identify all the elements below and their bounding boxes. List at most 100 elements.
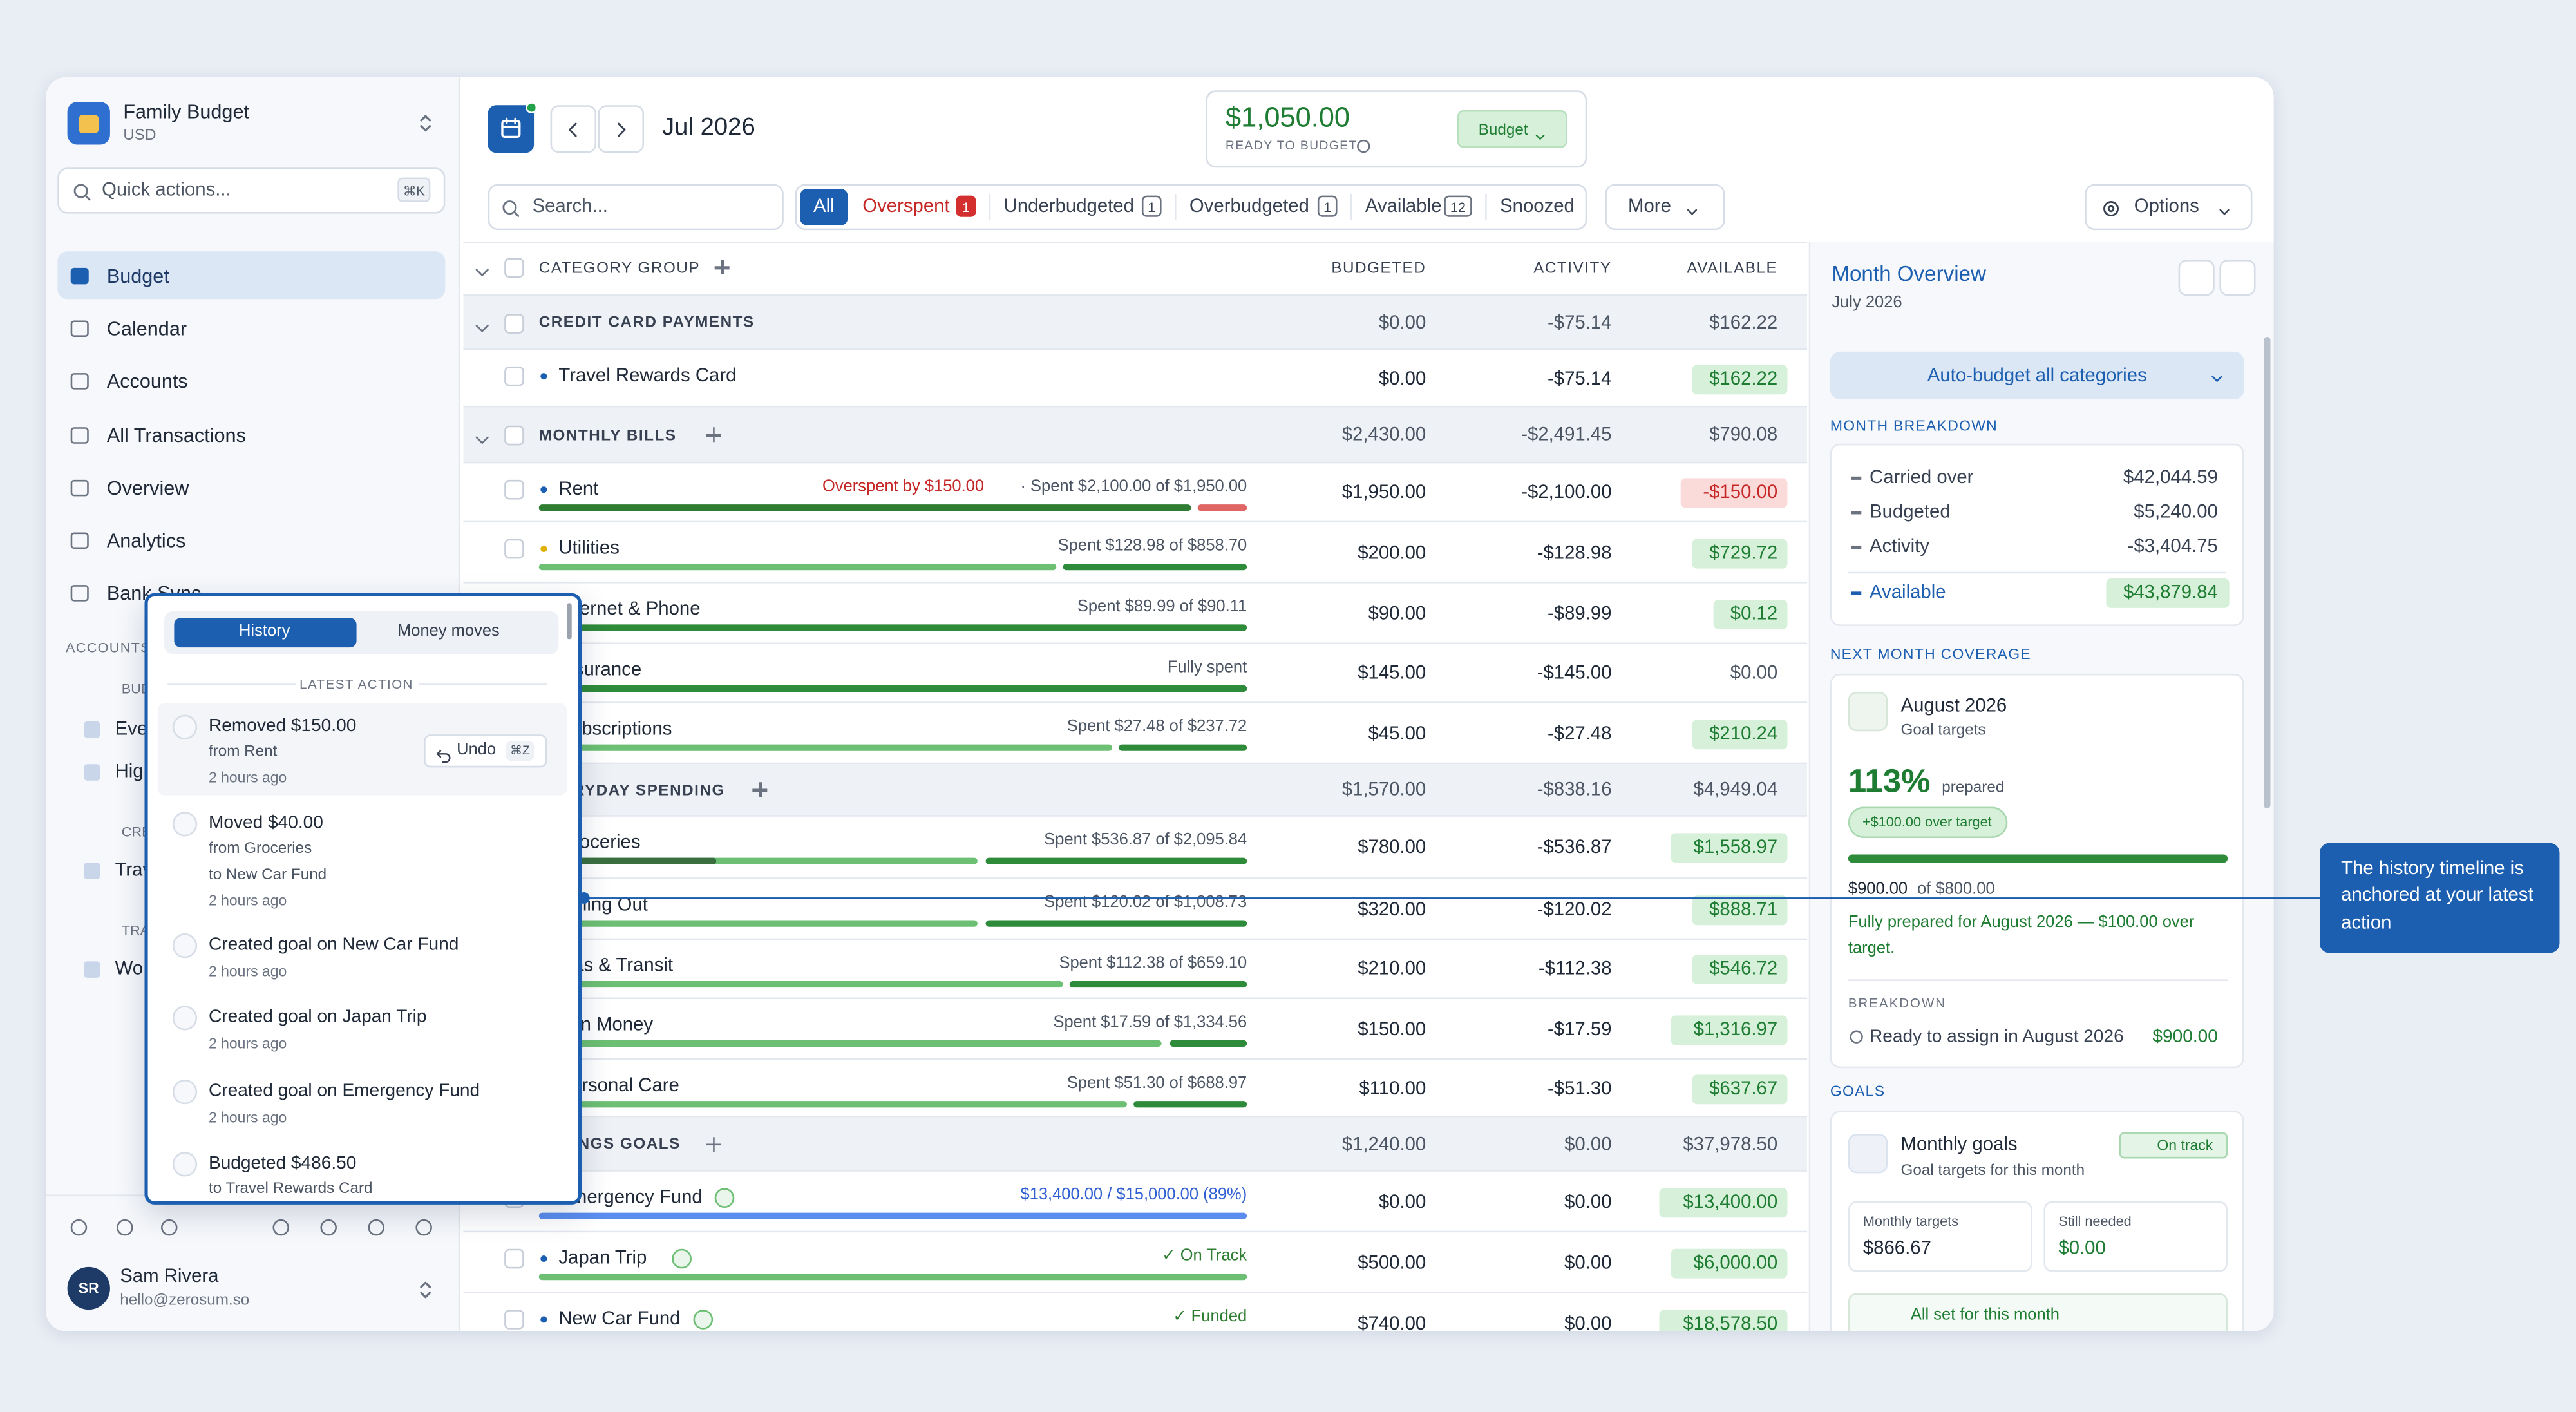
panel-toggle[interactable] (2219, 260, 2256, 296)
calendar-button[interactable] (488, 105, 535, 153)
more-button[interactable] (1605, 184, 1725, 231)
group-row[interactable] (463, 407, 1808, 464)
category-alert: Overspent by $150.00 (822, 478, 985, 497)
budgeted-value[interactable]: $500.00 (1358, 1253, 1426, 1273)
filter-tab[interactable]: Overspent (862, 197, 950, 217)
group-row[interactable] (463, 296, 1808, 350)
prev-month[interactable] (550, 105, 597, 153)
budgeted-value[interactable]: $90.00 (1368, 604, 1426, 624)
budgeted-value[interactable]: $110.00 (1359, 1078, 1426, 1099)
category-row[interactable] (463, 350, 1808, 408)
category-note: ✓ On Track (1162, 1247, 1247, 1266)
category-name[interactable]: Rent (558, 479, 599, 500)
filter-tab[interactable]: Available (1365, 197, 1442, 217)
filter-tab[interactable]: Underbudgeted (1003, 197, 1134, 217)
budgeted-value[interactable]: $0.00 (1378, 368, 1426, 389)
auto-budget[interactable] (1830, 351, 2244, 399)
coverage-message: Fully prepared for August 2026 — $100.00… (1848, 913, 2195, 959)
history-tab[interactable]: History (239, 622, 290, 641)
row-checkbox[interactable] (504, 425, 524, 446)
category-row[interactable] (463, 999, 1808, 1060)
undo-text[interactable]: Undo (457, 741, 497, 759)
category-row[interactable] (463, 1171, 1808, 1233)
available-value: $162.22 (1709, 368, 1778, 389)
category-name[interactable]: Emergency Fund (558, 1188, 703, 1208)
category-name[interactable]: Utilities (558, 539, 620, 559)
category-row[interactable] (463, 879, 1808, 940)
category-row[interactable] (463, 940, 1808, 1000)
category-row[interactable] (463, 1293, 1808, 1331)
toolbar-icon[interactable] (70, 1219, 88, 1236)
available-pill (1659, 1187, 1788, 1217)
more-chevron (1684, 199, 1701, 216)
row-checkbox[interactable] (504, 1248, 524, 1269)
nav-item[interactable]: Budget (106, 264, 169, 288)
category-note: Spent $128.98 of $858.70 (1057, 537, 1247, 556)
nav-icon (70, 479, 89, 497)
nav-item[interactable]: Calendar (106, 317, 187, 341)
filter-tab[interactable]: Snoozed (1500, 197, 1575, 217)
row-checkbox[interactable] (504, 1310, 524, 1330)
row-checkbox[interactable] (504, 312, 524, 333)
panel-settings[interactable] (2178, 260, 2215, 296)
toolbar-icon[interactable] (415, 1219, 432, 1236)
toolbar-icon[interactable] (117, 1219, 133, 1236)
nav-item[interactable]: All Transactions (106, 424, 246, 447)
budgeted-value[interactable]: $200.00 (1358, 543, 1426, 563)
toolbar-icon[interactable] (272, 1219, 289, 1236)
row-checkbox[interactable] (504, 539, 524, 559)
budgeted-value[interactable]: $210.00 (1358, 959, 1426, 980)
group-row[interactable] (463, 764, 1808, 817)
category-note: Spent $27.48 of $237.72 (1066, 718, 1247, 736)
toolbar-icon[interactable] (160, 1219, 178, 1236)
filter-tab[interactable]: All (813, 197, 835, 217)
auto-budget-text: Auto-budget all categories (1927, 366, 2147, 386)
history-tab[interactable]: Money moves (397, 622, 500, 641)
category-name[interactable]: New Car Fund (558, 1310, 681, 1330)
budgeted-value[interactable]: $45.00 (1368, 723, 1426, 744)
category-name[interactable]: Travel Rewards Card (558, 366, 737, 386)
budgeted-value[interactable]: $780.00 (1358, 838, 1426, 858)
budgeted-value[interactable]: $150.00 (1358, 1019, 1426, 1040)
toolbar-icon[interactable] (368, 1219, 384, 1236)
row-checkbox[interactable] (504, 479, 524, 500)
activity-value: -$536.87 (1537, 838, 1612, 858)
header-checkbox[interactable] (504, 258, 524, 278)
row-checkbox[interactable] (504, 366, 524, 386)
category-row[interactable] (463, 703, 1808, 765)
goals-sub: Goal targets for this month (1900, 1161, 2085, 1179)
history-time: 2 hours ago (208, 1034, 287, 1051)
budgeted-value[interactable]: $320.00 (1358, 899, 1426, 920)
history-title: Created goal on Emergency Fund (208, 1080, 480, 1100)
nav-item[interactable]: Analytics (106, 529, 186, 553)
budget-button[interactable] (1457, 110, 1567, 148)
search-box[interactable] (488, 184, 784, 231)
category-row[interactable] (463, 522, 1808, 584)
category-row[interactable] (463, 1060, 1808, 1118)
tab-active[interactable] (800, 189, 848, 225)
account-item[interactable]: Wo (115, 959, 144, 980)
category-row[interactable] (463, 583, 1808, 644)
search-placeholder: Search... (532, 197, 608, 217)
category-name[interactable]: Internet & Phone (558, 600, 701, 620)
quick-actions[interactable] (57, 167, 446, 214)
available-pill (1692, 719, 1788, 749)
budgeted-value[interactable]: $0.00 (1378, 1192, 1426, 1212)
nav-item[interactable]: Overview (106, 476, 189, 500)
coverage-bar (1848, 854, 2228, 863)
next-month[interactable] (598, 105, 644, 153)
budgeted-value[interactable]: $1,950.00 (1341, 482, 1426, 503)
budgeted-value[interactable]: $145.00 (1358, 663, 1426, 684)
ready-icon (1850, 1030, 1863, 1044)
filter-tab[interactable]: Overbudgeted (1189, 197, 1309, 217)
group-row[interactable] (463, 1117, 1808, 1172)
history-tab-active[interactable] (174, 618, 357, 648)
nav-item[interactable]: Accounts (106, 369, 188, 393)
category-name[interactable]: Japan Trip (558, 1248, 647, 1269)
toolbar-icon[interactable] (320, 1219, 337, 1236)
category-row[interactable] (463, 816, 1808, 879)
category-row[interactable] (463, 463, 1808, 523)
budgeted-value[interactable]: $740.00 (1358, 1313, 1426, 1334)
category-row[interactable] (463, 644, 1808, 703)
